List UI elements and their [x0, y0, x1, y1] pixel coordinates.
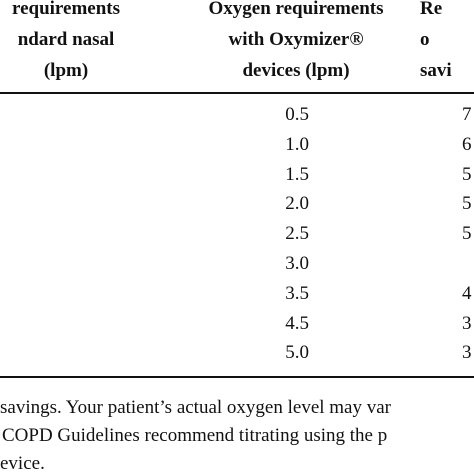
cell: 4 [462, 282, 472, 304]
cell: 1.5 [285, 163, 309, 185]
cell: 6 [462, 133, 472, 155]
cell: 2.5 [285, 223, 309, 245]
cell: 5 [462, 163, 472, 185]
header-text: Oxygen requirements [208, 0, 384, 19]
cell: 3 [462, 342, 472, 364]
cell: 7 [462, 104, 472, 125]
cell: 5 [462, 223, 472, 245]
cell: 0.5 [285, 104, 309, 125]
header-text: savi [420, 60, 452, 81]
cell: 3.0 [285, 253, 309, 274]
header-text: (lpm) [43, 60, 89, 81]
footnote-text: COPD Guidelines recommend titrating usin… [2, 425, 388, 446]
table-rule [0, 376, 474, 378]
header-text: devices (lpm) [242, 60, 350, 81]
header-text: Re [420, 0, 443, 19]
cell: 2.0 [285, 193, 309, 215]
footnote-text: savings. Your patient’s actual oxygen le… [0, 397, 392, 418]
cell: 5 [462, 193, 472, 215]
cell: 3 [462, 312, 472, 334]
cell: 5.0 [285, 342, 309, 364]
cell: 3.5 [285, 282, 309, 304]
header-text: with Oxymizer® [228, 29, 364, 50]
header-text: requirements [11, 0, 121, 19]
header-text: o [420, 29, 430, 50]
header-text: ndard nasal [17, 29, 115, 50]
cell: 1.0 [285, 133, 309, 155]
cell: 4.5 [285, 312, 309, 334]
footnote-text: evice. [0, 453, 45, 474]
table-rule [0, 92, 474, 94]
